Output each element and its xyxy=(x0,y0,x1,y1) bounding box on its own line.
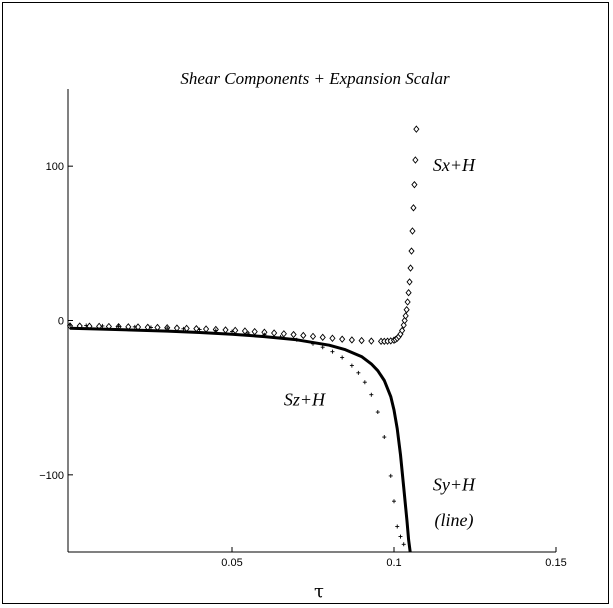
series-0-point-26 xyxy=(319,333,326,342)
series-0-point-14 xyxy=(202,325,210,333)
series-0-point-22 xyxy=(280,330,287,338)
y-axis-ticks: 100 0 −100 xyxy=(39,161,73,482)
series-0-point-41 xyxy=(399,326,406,335)
series-0-point-46 xyxy=(404,298,411,306)
series-1-point-4 xyxy=(132,324,137,329)
series-0-point-16 xyxy=(222,326,229,334)
series-0-point-13 xyxy=(193,324,200,333)
series-0-point-50 xyxy=(408,247,415,255)
series-0-point-21 xyxy=(271,329,278,337)
chart-title: Shear Components + Expansion Scalar xyxy=(180,69,450,88)
x-axis-title: τ xyxy=(314,581,324,602)
series-0-point-31 xyxy=(368,337,375,345)
y-tick-label-2: −100 xyxy=(39,470,64,482)
series-1-point-24 xyxy=(382,435,387,440)
annotation-1: Sz+H xyxy=(284,389,326,409)
annotations: Sx+H Sz+H Sy+H (line) xyxy=(284,155,476,531)
series-1-point-29 xyxy=(401,542,406,547)
series-0-point-53 xyxy=(411,180,418,189)
series-0-point-19 xyxy=(251,327,258,336)
series-0-point-49 xyxy=(407,264,414,272)
series-0-point-44 xyxy=(402,312,409,320)
annotation-2: Sy+H xyxy=(433,474,476,494)
series-1-point-28 xyxy=(398,534,403,539)
series-0-point-25 xyxy=(309,332,317,341)
x-tick-label-1: 0.1 xyxy=(386,557,401,569)
series-0-point-48 xyxy=(406,278,413,286)
series-0-point-45 xyxy=(403,305,410,314)
series-0-point-52 xyxy=(410,204,417,212)
x-tick-label-0: 0.05 xyxy=(221,557,242,569)
series-0-point-47 xyxy=(405,289,412,297)
series-1-point-18 xyxy=(340,355,345,360)
series-0-point-24 xyxy=(300,331,307,340)
series-0-point-51 xyxy=(409,227,416,235)
series-1-point-27 xyxy=(395,524,400,529)
series-0-point-17 xyxy=(232,326,239,335)
y-tick-label-1: 0 xyxy=(58,316,64,328)
series-1 xyxy=(68,323,406,547)
series-0-point-29 xyxy=(348,336,355,344)
series-1-point-0 xyxy=(68,323,72,328)
series-1-point-21 xyxy=(362,380,367,385)
series-1-point-5 xyxy=(149,325,153,330)
x-tick-label-2: 0.15 xyxy=(545,557,566,569)
y-tick-label-0: 100 xyxy=(46,161,64,173)
annotation-0: Sx+H xyxy=(433,155,476,175)
series-1-point-2 xyxy=(100,323,105,328)
series-1-point-3 xyxy=(116,324,121,329)
series-1-point-16 xyxy=(320,345,325,350)
series-1-point-17 xyxy=(330,349,335,354)
series-1-point-19 xyxy=(349,363,354,368)
series-0-point-27 xyxy=(329,334,336,342)
series-0-point-54 xyxy=(412,156,419,164)
series-0-point-55 xyxy=(413,125,420,133)
series-1-point-6 xyxy=(165,326,170,331)
series-0-point-23 xyxy=(290,330,297,339)
series-1-point-20 xyxy=(356,370,361,375)
series-1-point-1 xyxy=(84,323,89,328)
series-1-point-25 xyxy=(388,473,393,478)
series-1-point-23 xyxy=(375,410,380,415)
series-1-point-8 xyxy=(197,327,202,332)
plot-area xyxy=(66,125,420,553)
series-1-point-22 xyxy=(369,392,374,397)
series-2-line xyxy=(69,326,412,553)
series-2 xyxy=(69,326,412,553)
series-0 xyxy=(66,125,420,346)
series-0-point-30 xyxy=(358,336,365,345)
series-0-point-28 xyxy=(339,335,346,343)
series-1-point-26 xyxy=(392,499,396,504)
annotation-3: (line) xyxy=(435,510,474,531)
x-axis-ticks: 0.05 0.1 0.15 xyxy=(221,547,567,569)
series-1-point-7 xyxy=(181,326,186,331)
